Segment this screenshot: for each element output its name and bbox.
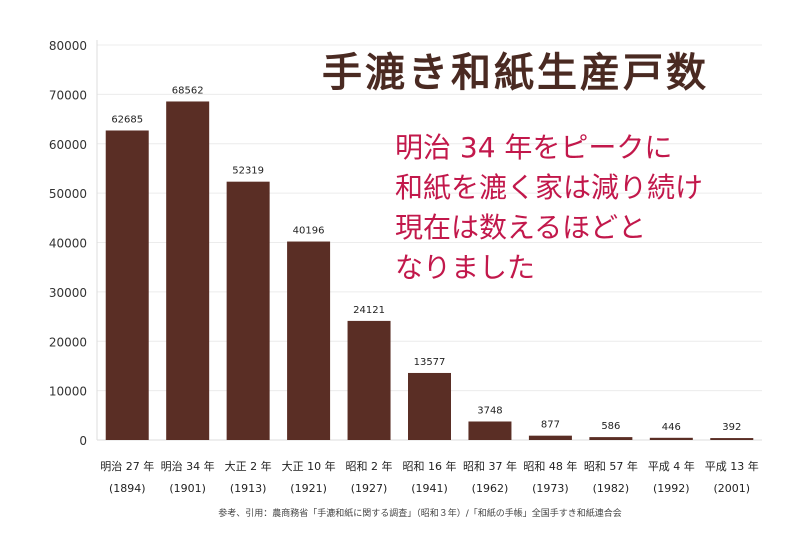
x-tick-label: 昭和 2 年 — [346, 459, 393, 473]
data-label: 586 — [601, 421, 620, 432]
data-label: 24121 — [353, 305, 385, 316]
x-tick-year: (1927) — [351, 482, 388, 495]
data-label: 52319 — [232, 166, 264, 177]
y-tick-label: 40000 — [49, 237, 87, 251]
x-tick-label: 昭和 48 年 — [523, 459, 577, 473]
data-label: 392 — [722, 422, 741, 433]
data-label: 40196 — [293, 226, 325, 237]
data-label: 62685 — [111, 114, 143, 125]
y-tick-label: 50000 — [49, 187, 87, 201]
data-label: 68562 — [172, 85, 204, 96]
bar — [105, 130, 149, 441]
bar — [710, 438, 754, 440]
x-tick-label: 昭和 16 年 — [403, 459, 457, 473]
data-label: 877 — [541, 420, 560, 431]
bar — [408, 372, 451, 440]
x-tick-year: (1894) — [109, 482, 146, 495]
bar — [166, 101, 210, 440]
x-tick-year: (1941) — [411, 482, 448, 495]
y-tick-label: 30000 — [49, 286, 87, 300]
x-tick-year: (1921) — [290, 482, 327, 495]
x-tick-year: (2001) — [713, 482, 750, 495]
x-tick-year: (1992) — [653, 482, 690, 495]
x-tick-year: (1973) — [532, 482, 569, 495]
x-tick-label: 明治 34 年 — [161, 459, 215, 473]
bar — [347, 320, 391, 440]
y-tick-label: 60000 — [49, 138, 87, 152]
x-tick-label: 平成 4 年 — [648, 459, 695, 473]
x-tick-label: 大正 2 年 — [225, 459, 272, 473]
annotation-line: なりました — [395, 251, 536, 284]
y-tick-label: 20000 — [49, 335, 87, 349]
y-tick-label: 0 — [79, 434, 87, 448]
bar — [287, 241, 331, 440]
source-note: 参考、引用：農商務省「手漉和紙に関する調査」（昭和３年）/「和紙の手帳」全国手す… — [218, 509, 622, 519]
annotation-line: 現在は数えるほどと — [395, 211, 647, 244]
data-label: 13577 — [414, 357, 446, 368]
x-tick-label: 平成 13 年 — [705, 459, 759, 473]
bar — [649, 437, 693, 440]
bar — [528, 435, 572, 440]
x-tick-label: 昭和 57 年 — [584, 459, 638, 473]
x-tick-label: 明治 27 年 — [100, 459, 154, 473]
chart-title: 手漉き和紙生産戸数 — [322, 50, 709, 96]
x-tick-label: 昭和 37 年 — [463, 459, 517, 473]
annotation-line: 明治 34 年をピークに — [395, 131, 673, 164]
bar — [468, 421, 512, 440]
bar — [589, 437, 633, 440]
y-tick-label: 80000 — [49, 39, 87, 53]
y-tick-label: 10000 — [49, 385, 87, 399]
bar — [226, 181, 270, 441]
x-tick-label: 大正 10 年 — [282, 459, 336, 473]
annotation-line: 和紙を漉く家は減り続け — [395, 171, 704, 204]
data-label: 446 — [662, 422, 681, 433]
x-tick-year: (1962) — [472, 482, 509, 495]
y-tick-label: 70000 — [49, 88, 87, 102]
data-label: 3748 — [477, 405, 502, 416]
annotation: 明治 34 年をピークに 和紙を漉く家は減り続け 現在は数えるほどと なりました — [395, 128, 703, 288]
x-tick-year: (1913) — [230, 482, 267, 495]
x-tick-year: (1982) — [593, 482, 630, 495]
x-tick-year: (1901) — [169, 482, 206, 495]
